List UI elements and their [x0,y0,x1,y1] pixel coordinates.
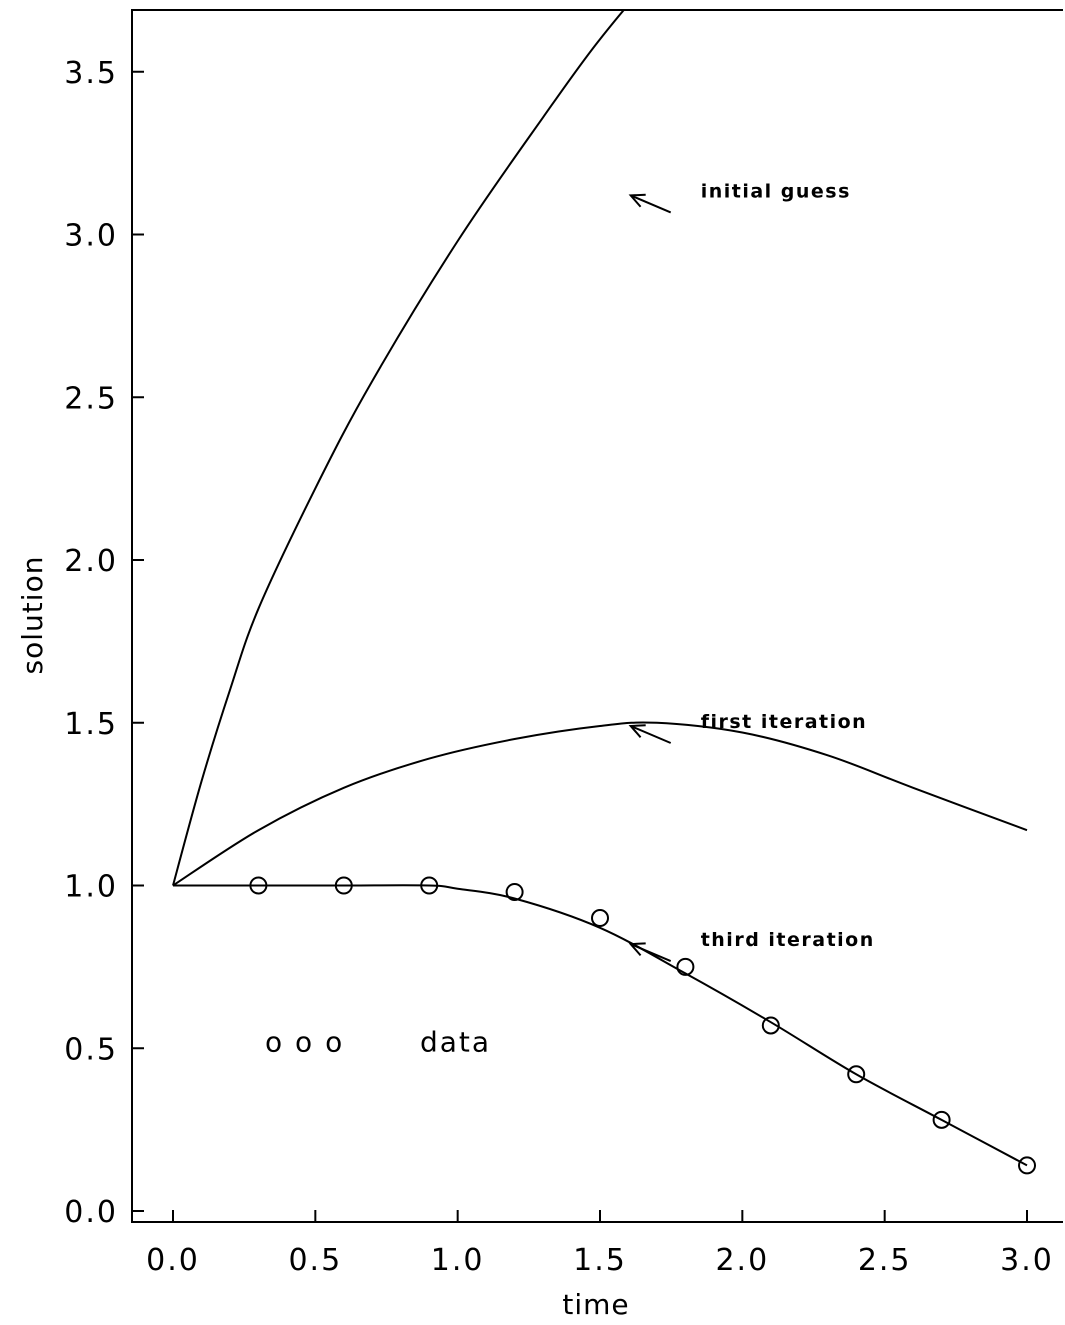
y-tick-label: 0.5 [64,1032,118,1067]
x-tick-label: 2.5 [858,1243,912,1278]
annotation-third-iteration: third iteration [701,929,875,951]
y-axis-label: solution [16,556,49,675]
y-tick-label: 3.5 [64,56,118,91]
series-third-iteration [173,884,1028,1167]
data-point [334,876,353,895]
y-tick-label: 1.5 [64,707,118,742]
annotation-initial-guess: initial guess [701,180,851,202]
data-point [249,876,268,895]
arrow-head [628,942,646,957]
data-point [932,1110,951,1129]
x-tick-label: 2.0 [715,1243,769,1278]
data-point [761,1016,780,1035]
annotations: initial guess first iteration third iterat… [628,180,875,963]
data-markers [249,876,1037,1175]
series-layer [172,10,1028,1167]
y-tick-label: 0.0 [64,1195,118,1230]
annotation-arrow [630,725,672,744]
x-axis-label: time [562,1288,629,1321]
data-point [1018,1156,1037,1175]
annotation-arrow [630,194,672,214]
x-tick-label: 1.0 [431,1243,485,1278]
annotation-first-iteration: first iteration [701,711,868,733]
y-tick-label: 3.0 [64,219,118,254]
plot-frame [131,9,1063,1223]
x-tick-label: 3.0 [1000,1243,1054,1278]
x-tick-label: 1.5 [573,1243,627,1278]
legend-marker-symbols: o o o [265,1026,344,1059]
series-initial-guess [172,10,626,886]
x-tick-label: 0.0 [146,1243,200,1278]
series-first-iteration [172,721,1028,887]
y-tick-label: 1.0 [64,870,118,905]
x-tick-label: 0.5 [288,1243,342,1278]
data-point [591,909,610,928]
axes: 0.0 0.5 1.0 1.5 2.0 2.5 3.0 0.0 0.5 1.0 1.5 2.0 2.5 3… [64,9,1063,1278]
legend-label: data [420,1026,491,1059]
arrow-head [628,724,646,738]
data-point [676,957,695,976]
data-point [847,1065,866,1084]
legend: o o o data [265,1026,491,1059]
y-tick-label: 2.5 [64,381,118,416]
annotation-arrow [630,943,672,963]
data-point [505,883,524,902]
arrow-head [628,193,646,208]
y-tick-label: 2.0 [64,544,118,579]
data-point [420,876,439,895]
